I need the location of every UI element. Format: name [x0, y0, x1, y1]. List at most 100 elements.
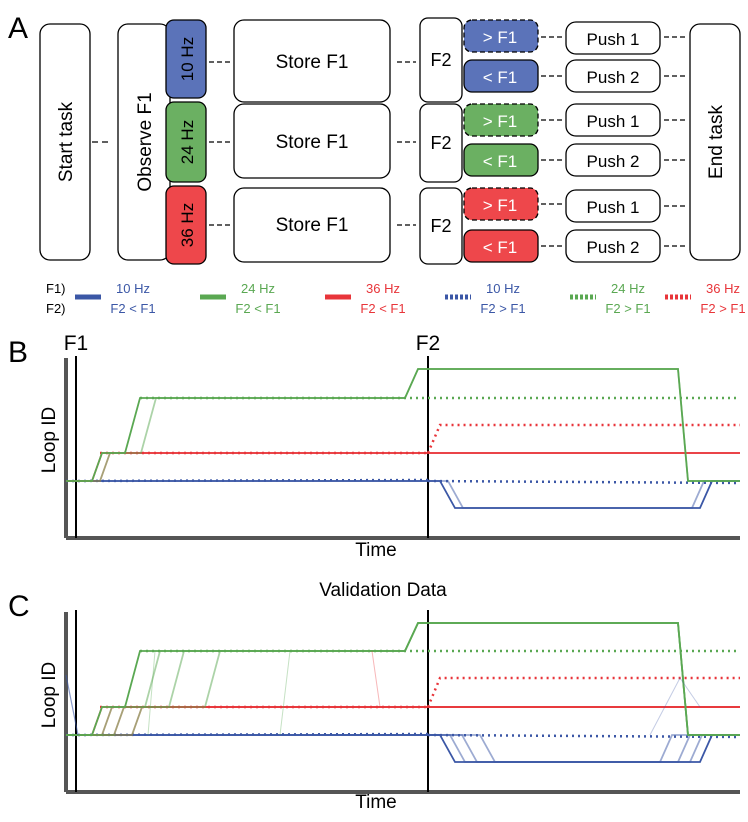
- legend-f2-value-1: F2 < F1: [235, 301, 280, 316]
- freq-box-10hz: [165, 19, 207, 99]
- end-task-box: [689, 23, 741, 261]
- panel-b-label: B: [8, 336, 28, 369]
- start-task-label: Start task: [56, 101, 77, 182]
- gt-f1-box-10hz: [463, 19, 539, 53]
- y-axis-label: Loop ID: [39, 662, 60, 729]
- trace-green-solid: [66, 622, 740, 736]
- legend-f2-value-0: F2 < F1: [110, 301, 155, 316]
- legend-f1-value-4: 24 Hz: [611, 281, 645, 296]
- f2-label: F2: [430, 216, 451, 236]
- trace-transient: [279, 650, 291, 736]
- lt-f1-box-10hz: [463, 59, 539, 93]
- legend: F1) F2) 10 Hz F2 < F1 24 Hz F2 < F1 36 Hz F2 …: [46, 281, 746, 316]
- trace-red-solid: [66, 706, 740, 736]
- push-1-box-36hz: [565, 189, 661, 223]
- push-1-label: Push 1: [587, 30, 640, 49]
- push-2-box-10hz: [565, 59, 661, 93]
- trace-green-solid: [66, 622, 740, 736]
- trace-red-dotted: [426, 423, 740, 454]
- trace-green-solid: [66, 622, 740, 736]
- lt-f1-box-24hz: [463, 143, 539, 177]
- f2-box-36hz: [419, 187, 463, 265]
- trace-transient: [147, 650, 156, 736]
- legend-f1-value-3: 10 Hz: [486, 281, 520, 296]
- push-2-box-24hz: [565, 143, 661, 177]
- f1-marker-label: F1: [64, 332, 89, 355]
- freq-label-10hz: 10 Hz: [178, 37, 197, 81]
- trace-green-solid: [66, 622, 740, 736]
- f2-label: F2: [430, 133, 451, 153]
- push-1-label: Push 1: [587, 112, 640, 131]
- lt-f1-box-36hz: [463, 229, 539, 263]
- push-2-label: Push 2: [587, 238, 640, 257]
- freq-label-36hz: 36 Hz: [178, 203, 197, 247]
- legend-f1-value-5: 36 Hz: [706, 281, 740, 296]
- store-f1-box-10hz: [233, 19, 391, 103]
- f2-label: F2: [430, 50, 451, 70]
- push-1-label: Push 1: [587, 198, 640, 217]
- legend-f2-value-2: F2 < F1: [360, 301, 405, 316]
- trace-red-solid: [66, 452, 740, 482]
- start-task-box: [39, 23, 91, 261]
- end-task-label: End task: [706, 105, 727, 179]
- y-axis-label: Loop ID: [39, 407, 60, 474]
- x-axis-label: Time: [355, 540, 397, 561]
- legend-f2-value-4: F2 > F1: [605, 301, 650, 316]
- store-f1-box-24hz: [233, 103, 391, 179]
- trace-blue-solid: [66, 734, 740, 763]
- trace-blue-solid: [66, 734, 740, 763]
- f2-box-24hz: [419, 103, 463, 183]
- gt-f1-label: > F1: [483, 112, 518, 131]
- freq-box-36hz: [165, 185, 207, 265]
- x-axis-label: Time: [355, 792, 397, 813]
- trace-transient: [371, 650, 381, 708]
- panel-c-title: Validation Data: [319, 580, 447, 601]
- legend-f2-value-3: F2 > F1: [480, 301, 525, 316]
- store-f1-label: Store F1: [276, 52, 349, 73]
- freq-label-24hz: 24 Hz: [178, 120, 197, 164]
- trace-red-solid: [66, 706, 740, 736]
- store-f1-label: Store F1: [276, 132, 349, 153]
- trace-blue-solid: [66, 480, 740, 509]
- freq-box-24hz: [165, 101, 207, 183]
- push-2-label: Push 2: [587, 68, 640, 87]
- trace-red-dotted: [426, 676, 740, 708]
- panel-c-label: C: [8, 590, 30, 623]
- push-1-box-10hz: [565, 21, 661, 55]
- trace-red-solid: [66, 452, 740, 482]
- gt-f1-box-24hz: [463, 103, 539, 137]
- f2-box-10hz: [419, 17, 463, 103]
- gt-f1-label: > F1: [483, 196, 518, 215]
- trace-blue-solid: [66, 734, 740, 763]
- push-2-label: Push 2: [587, 152, 640, 171]
- push-1-box-24hz: [565, 103, 661, 137]
- lt-f1-label: < F1: [483, 152, 518, 171]
- lt-f1-label: < F1: [483, 68, 518, 87]
- panel-c: C Validation Data Loop ID Time: [8, 580, 741, 813]
- f2-marker-label: F2: [416, 332, 441, 355]
- legend-f2-label: F2): [46, 301, 66, 316]
- trace-transient: [65, 674, 79, 736]
- trace-blue-dotted-early: [65, 478, 429, 483]
- store-f1-label: Store F1: [276, 215, 349, 236]
- legend-f1-value-1: 24 Hz: [241, 281, 275, 296]
- trace-blue-solid: [66, 734, 740, 763]
- panel-a-label: A: [8, 12, 28, 45]
- legend-f1-label: F1): [46, 281, 66, 296]
- push-2-box-36hz: [565, 229, 661, 263]
- legend-f1-value-2: 36 Hz: [366, 281, 400, 296]
- trace-green-solid: [66, 368, 740, 482]
- trace-blue-dotted: [427, 479, 741, 485]
- trace-blue-solid: [66, 480, 740, 509]
- legend-f1-value-0: 10 Hz: [116, 281, 150, 296]
- legend-f2-value-5: F2 > F1: [700, 301, 745, 316]
- trace-red-solid: [66, 706, 740, 736]
- trace-red-solid: [66, 706, 740, 736]
- panel-a: A Start task Observe F1 10 Hz Store F1 F…: [8, 12, 741, 265]
- trace-blue-dotted: [427, 733, 741, 739]
- trace-transient: [649, 677, 701, 736]
- gt-f1-box-36hz: [463, 187, 539, 221]
- panel-b: B F1 F2 Loop ID Time: [8, 332, 741, 561]
- observe-f1-label: Observe F1: [135, 92, 156, 191]
